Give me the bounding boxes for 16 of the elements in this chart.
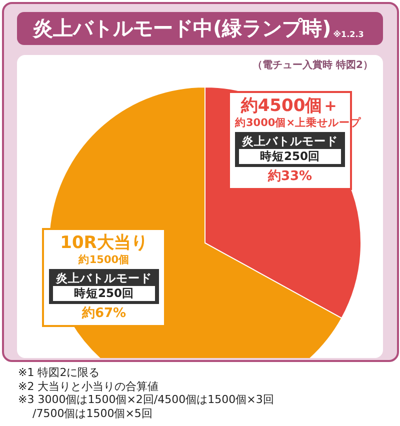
text: ※1.2.3	[333, 30, 364, 39]
slice-label: 約4500個＋	[240, 96, 340, 116]
text: 炎上バトルモード	[56, 271, 152, 285]
chart-subtitle: （電チュー入賞時 特図2）	[252, 58, 373, 72]
text: ※1 特図2に限る	[18, 366, 101, 380]
text: ※2 大当りと小当りの合算値	[18, 380, 160, 393]
text: 炎上バトルモード	[242, 134, 338, 148]
slice-label: 10R大当り	[59, 233, 149, 253]
text: ※3 3000個は1500個×2回/4500個は1500個×3回	[18, 393, 274, 406]
data-label: 約33%	[266, 169, 314, 185]
text: /7500個は1500個×5回	[31, 406, 154, 420]
text: 時短250回	[74, 286, 134, 300]
data-label: 約67%	[80, 306, 128, 322]
text: 約1500個	[78, 254, 130, 266]
text: 時短250回	[260, 149, 320, 163]
chart-title: 炎上バトルモード中(緑ランプ時)	[33, 15, 332, 42]
